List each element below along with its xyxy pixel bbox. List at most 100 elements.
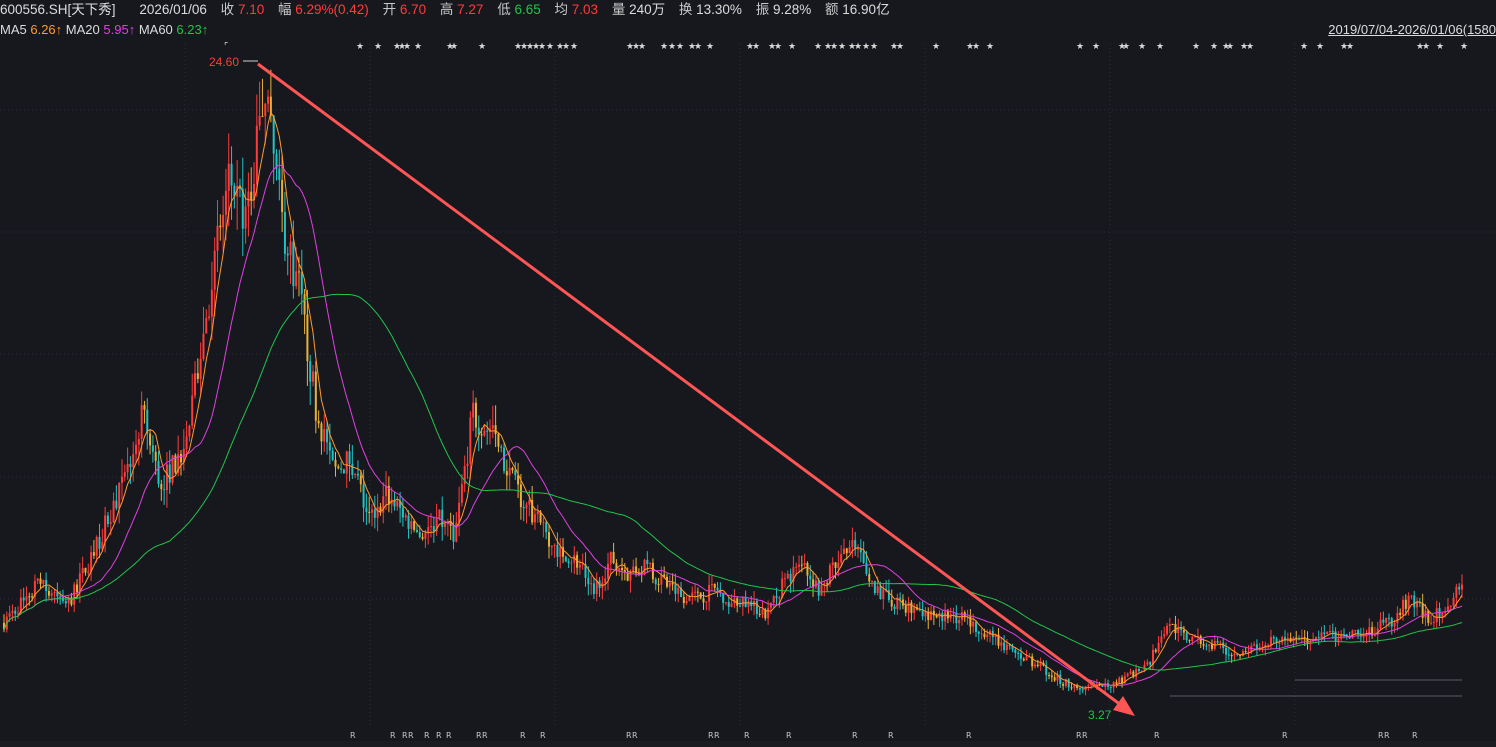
candle-body xyxy=(135,444,138,455)
event-star-icon: ★ xyxy=(830,42,838,52)
candle-body xyxy=(494,425,497,434)
event-star-icon: ★ xyxy=(1118,42,1126,52)
candle-body xyxy=(533,514,536,523)
candle-body xyxy=(604,578,607,583)
event-star-icon: ★ xyxy=(814,42,822,52)
trend-line xyxy=(257,62,1126,710)
event-star-icon: ★ xyxy=(556,42,564,52)
candle-body xyxy=(1334,631,1337,642)
candle-body xyxy=(1017,652,1020,654)
candle-body xyxy=(508,467,511,476)
candle-body xyxy=(1210,644,1213,649)
candle-body xyxy=(39,578,42,584)
candle-body xyxy=(87,571,90,573)
open-label: 开 xyxy=(382,2,397,17)
candle-body xyxy=(1168,624,1171,626)
candle-body xyxy=(637,573,640,575)
candle-body xyxy=(1129,671,1132,674)
candle-body xyxy=(893,606,896,610)
candle-body xyxy=(1455,586,1458,598)
candle-body xyxy=(820,584,823,596)
candle-body xyxy=(1205,645,1208,647)
candle-body xyxy=(460,484,463,503)
candle-body xyxy=(564,556,567,562)
event-r-icon: R xyxy=(390,731,396,740)
candle-body xyxy=(1011,645,1014,650)
candle-body xyxy=(590,583,593,585)
candle-body xyxy=(165,464,168,491)
candle-body xyxy=(623,570,626,573)
candle-body xyxy=(539,511,542,523)
candle-body xyxy=(941,613,944,622)
event-r-icon: R xyxy=(482,731,488,740)
candle-body xyxy=(19,597,22,614)
candle-body xyxy=(1410,595,1413,597)
candle-body xyxy=(1019,653,1022,659)
event-star-icon: ★ xyxy=(414,42,422,52)
candle-body xyxy=(517,475,520,485)
stock-symbol[interactable]: 600556.SH[天下秀] xyxy=(0,2,116,17)
candle-body xyxy=(1253,644,1256,646)
candle-body xyxy=(427,527,430,533)
volume-label: 量 xyxy=(611,2,626,17)
candle-body xyxy=(862,552,865,563)
candle-body xyxy=(921,610,924,617)
candle-body xyxy=(331,450,334,460)
candle-body xyxy=(1154,649,1157,652)
candle-body xyxy=(160,483,163,490)
candle-body xyxy=(573,555,576,563)
candle-body xyxy=(823,583,826,585)
event-r-icon: R xyxy=(402,731,408,740)
event-star-icon: ★ xyxy=(626,42,634,52)
candle-body xyxy=(292,241,295,287)
candle-body xyxy=(1340,634,1343,639)
candle-body xyxy=(1446,606,1449,612)
candle-body xyxy=(1393,623,1396,627)
candle-body xyxy=(1050,675,1053,678)
candle-body xyxy=(106,515,109,524)
candle-body xyxy=(696,591,699,593)
quote-bar: 600556.SH[天下秀] 2026/01/06 收 7.10 幅 6.29%… xyxy=(0,0,1496,20)
event-star-icon: ★ xyxy=(403,42,411,52)
event-star-icon: ★ xyxy=(854,42,862,52)
candle-body xyxy=(1399,612,1402,616)
event-r-icon: R xyxy=(786,731,792,740)
candle-body xyxy=(208,316,211,319)
candle-body xyxy=(1056,674,1059,681)
candle-body xyxy=(303,294,306,315)
candle-body xyxy=(1449,605,1452,607)
kline-chart[interactable]: ★ ★ ★★★ ★ ★★ ★ ★★★★★ ★ ★★ ★ ★★★ ★ ★ ★ ★★ ★ ★★ ★★ ★ ★ ★★ ★ ★★ ★ ★… xyxy=(0,40,1496,747)
candle-body xyxy=(385,485,388,497)
event-r-icon: R xyxy=(1154,731,1160,740)
candle-body xyxy=(1404,599,1407,609)
candle-body xyxy=(289,241,292,256)
candle-body xyxy=(109,522,112,524)
event-star-icon: ★ xyxy=(1422,42,1430,52)
candle-body xyxy=(665,576,668,587)
low-label: 低 xyxy=(497,2,511,17)
candle-body xyxy=(469,417,472,464)
candle-body xyxy=(798,564,801,567)
event-r-icon: R xyxy=(744,731,750,740)
candle-body xyxy=(1171,624,1174,626)
candle-body xyxy=(994,634,997,638)
event-star-icon: ★ xyxy=(966,42,974,52)
candle-body xyxy=(865,562,868,574)
event-r-icon: R xyxy=(436,731,442,740)
candle-body xyxy=(758,613,761,615)
candle-body xyxy=(70,597,73,605)
candle-body xyxy=(795,566,798,568)
candle-body xyxy=(1385,617,1388,623)
candle-body xyxy=(660,574,663,585)
candle-body xyxy=(882,589,885,600)
date-range-link[interactable]: 2019/07/04-2026/01/06(1580 xyxy=(1328,22,1496,37)
candle-body xyxy=(317,420,320,424)
candle-body xyxy=(980,633,983,635)
event-r-icon: R xyxy=(626,731,632,740)
candle-body xyxy=(1272,637,1275,639)
candle-body xyxy=(1407,595,1410,609)
candle-body xyxy=(1368,627,1371,635)
ma5-line xyxy=(3,110,1463,689)
candle-body xyxy=(744,596,747,608)
